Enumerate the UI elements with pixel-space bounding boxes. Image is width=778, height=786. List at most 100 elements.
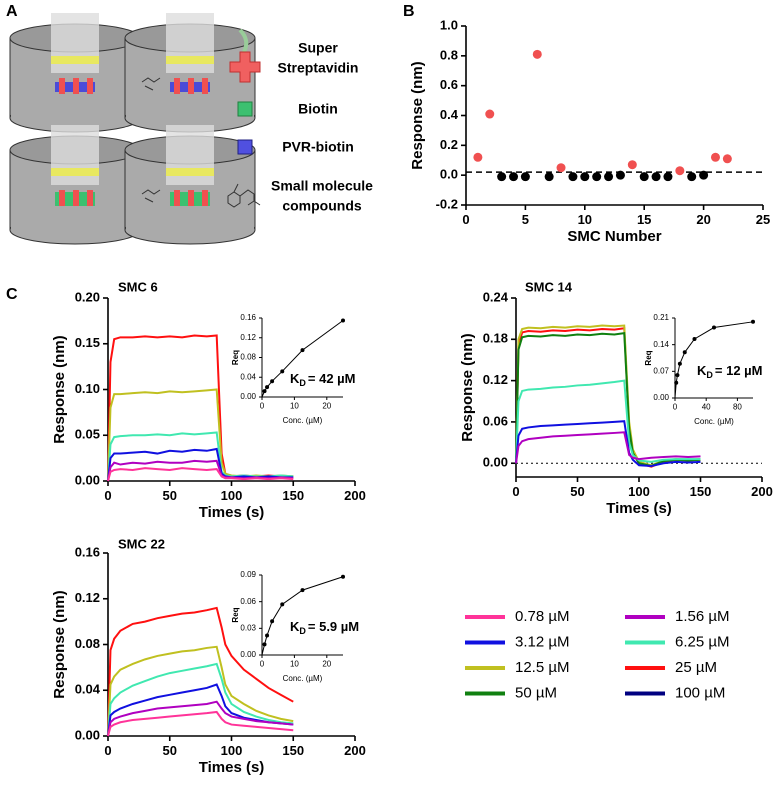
inset-point (751, 319, 755, 324)
y-tick-label: -0.2 (436, 196, 458, 211)
series-line (515, 379, 701, 464)
legend-label: 100 µM (675, 684, 725, 701)
x-tick-label: 0 (104, 488, 111, 503)
x-tick-label: 50 (163, 743, 177, 758)
y-tick-label: 0.00 (240, 392, 256, 401)
y-tick-label: 0.09 (240, 570, 256, 579)
series-line (107, 710, 294, 737)
inset-point (270, 379, 275, 384)
x-tick-label: 150 (282, 488, 304, 503)
y-tick-label: 0.00 (483, 455, 508, 470)
x-tick-label: 20 (322, 402, 331, 411)
series-line (515, 431, 701, 464)
legend-label: 1.56 µM (675, 608, 730, 625)
y-axis-label: Req (644, 350, 653, 365)
x-tick-label: 100 (221, 488, 243, 503)
y-tick-label: 0.21 (653, 313, 669, 322)
x-tick-label: 0 (104, 743, 111, 758)
inset-point (712, 325, 716, 330)
y-axis-label: Req (231, 350, 240, 365)
y-tick-label: 0.20 (75, 289, 100, 304)
x-axis-label: Conc. (µM) (694, 417, 734, 426)
point (473, 152, 483, 162)
y-tick-label: 0.08 (240, 353, 256, 362)
x-tick-label: 80 (733, 403, 742, 412)
diagram: Super Streptavidin Biotin PVR-biotin Sma… (9, 13, 373, 245)
x-tick-label: 200 (344, 743, 366, 758)
y-tick-label: 0.8 (440, 47, 458, 62)
inset-point (262, 389, 267, 394)
point (497, 172, 507, 182)
x-axis-label: Times (s) (199, 504, 265, 521)
x-tick-label: 20 (696, 212, 710, 227)
diagram-label: compounds (282, 198, 362, 214)
diagram-label: PVR-biotin (282, 139, 354, 155)
molecule-icon (227, 183, 261, 208)
inset-point (280, 602, 285, 607)
x-tick-label: 15 (637, 212, 651, 227)
x-tick-label: 200 (751, 484, 773, 499)
inset-point (262, 642, 267, 647)
x-tick-label: 200 (344, 488, 366, 503)
point (509, 172, 519, 182)
y-tick-label: 0.6 (440, 77, 458, 92)
series-line (107, 645, 294, 737)
kd-part: = 5.9 µM (308, 619, 359, 634)
x-tick-label: 0 (673, 403, 678, 412)
x-tick-label: 20 (322, 660, 331, 669)
y-tick-label: 0.4 (440, 107, 459, 122)
inset-point (265, 633, 270, 638)
legend-label: 3.12 µM (515, 633, 570, 650)
x-tick-label: 0 (462, 212, 469, 227)
x-tick-label: 10 (578, 212, 592, 227)
inset-point (341, 318, 345, 323)
y-tick-label: 0.07 (653, 366, 669, 375)
inset-point (682, 350, 687, 355)
y-axis-label: Req (231, 607, 240, 622)
x-axis-label: Conc. (µM) (283, 674, 323, 683)
x-tick-label: 50 (570, 484, 584, 499)
series-line (107, 447, 294, 482)
y-axis-label: Response (nm) (51, 335, 68, 443)
y-tick-label: 0.00 (75, 727, 100, 742)
point (710, 152, 720, 162)
kd-part: K (697, 363, 707, 378)
well (9, 13, 141, 133)
y-axis-label: Response (nm) (51, 590, 68, 698)
panel-label: C (6, 286, 18, 303)
chart-title: SMC 14 (525, 279, 573, 294)
x-tick-label: 0 (260, 660, 265, 669)
inset-point (300, 348, 305, 353)
y-tick-label: 0.05 (75, 427, 100, 442)
x-tick-label: 25 (756, 212, 770, 227)
diagram-label: Small molecule (271, 178, 373, 194)
point (604, 172, 614, 182)
series-line (107, 334, 294, 482)
x-tick-label: 150 (690, 484, 712, 499)
inset-point (270, 619, 275, 624)
series-line (107, 467, 294, 482)
y-tick-label: 0.2 (440, 137, 458, 152)
series-line (107, 431, 294, 482)
y-tick-label: 0.04 (240, 372, 256, 381)
y-tick-label: 0.00 (75, 472, 100, 487)
series-line (107, 683, 294, 737)
x-tick-label: 150 (282, 743, 304, 758)
chart-title: SMC 6 (118, 279, 158, 294)
kd-part: = 12 µM (715, 363, 763, 378)
y-tick-label: 0.24 (483, 289, 509, 304)
y-tick-label: 0.15 (75, 335, 100, 350)
biotin-icon (237, 101, 253, 117)
series-line (515, 331, 701, 468)
inset-point (692, 336, 697, 341)
series-line (515, 420, 701, 467)
x-tick-label: 0 (512, 484, 519, 499)
kd-part: = 42 µM (308, 371, 356, 386)
y-tick-label: 0.14 (653, 340, 669, 349)
diagram-label: Super (298, 40, 338, 56)
legend-label: 0.78 µM (515, 608, 570, 625)
point (699, 170, 709, 180)
x-tick-label: 40 (702, 403, 711, 412)
kd-annotation: KD = 42 µM (290, 371, 356, 388)
